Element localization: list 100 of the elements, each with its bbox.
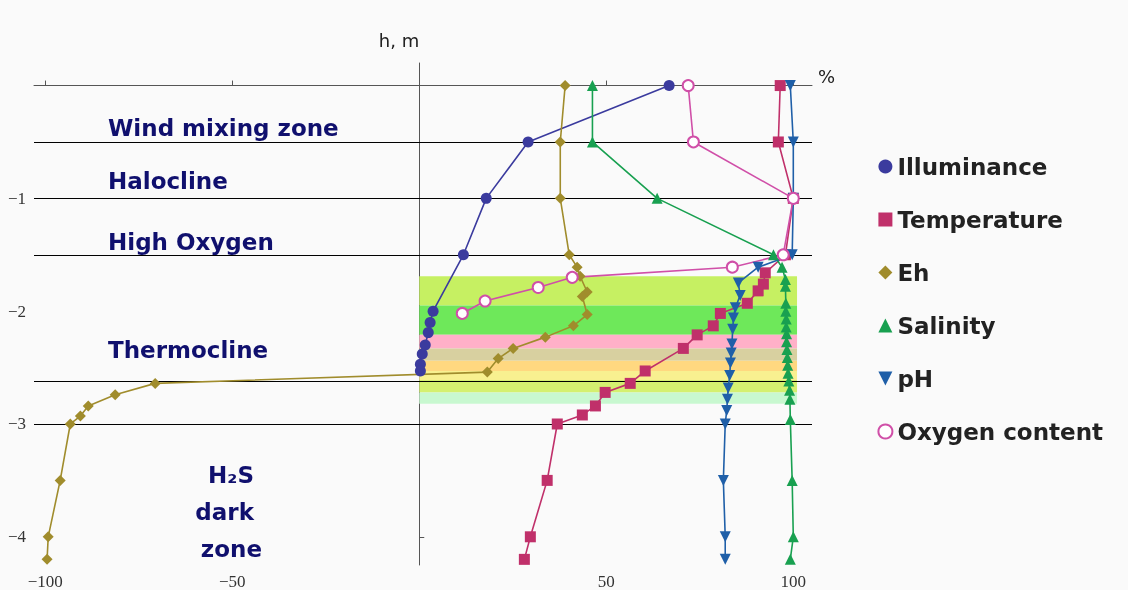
point	[717, 474, 729, 486]
point	[780, 297, 792, 309]
point	[427, 305, 439, 317]
point	[787, 136, 799, 148]
point	[524, 531, 536, 543]
point	[576, 291, 588, 303]
point	[567, 320, 579, 332]
point	[586, 80, 598, 92]
point	[455, 306, 469, 320]
point	[554, 192, 566, 204]
point	[722, 382, 734, 394]
y-tick-label: −2	[7, 301, 26, 321]
legend-label: Salinity	[897, 312, 996, 339]
point	[74, 410, 86, 422]
point	[677, 342, 689, 354]
annotation: High Oxygen	[108, 229, 274, 255]
point	[691, 329, 703, 341]
annotation: Wind mixing zone	[108, 115, 339, 141]
y-axis-title: h, m	[378, 29, 420, 51]
point	[424, 316, 436, 328]
annotation: Thermocline	[108, 337, 269, 363]
point	[531, 280, 545, 294]
point	[64, 418, 76, 430]
point	[559, 80, 571, 92]
point	[109, 389, 121, 401]
point	[581, 309, 593, 321]
point	[729, 302, 741, 314]
point	[686, 135, 700, 149]
point	[422, 327, 434, 339]
point	[481, 366, 493, 378]
point	[784, 553, 796, 565]
point	[776, 261, 788, 273]
x-axis-title: %	[818, 66, 836, 88]
point	[54, 474, 66, 486]
point	[727, 323, 739, 335]
point	[724, 369, 736, 381]
legend-label: Illuminance	[897, 153, 1048, 180]
legend-label: Eh	[897, 259, 930, 286]
legend-label: Temperature	[897, 206, 1063, 233]
point	[714, 307, 726, 319]
point	[767, 249, 779, 261]
point	[551, 418, 563, 430]
x-tick-label: 100	[780, 572, 807, 590]
annotation: H₂S dark zone	[195, 462, 262, 562]
annotation: Halocline	[108, 168, 228, 194]
point	[784, 80, 796, 92]
point	[786, 249, 798, 261]
point	[480, 192, 492, 204]
point	[82, 400, 94, 412]
y-tick-label: −4	[7, 527, 27, 547]
point	[759, 267, 771, 279]
point	[741, 297, 753, 309]
x-tick-label: −100	[27, 572, 63, 590]
point	[786, 474, 798, 486]
point	[586, 136, 598, 148]
point	[541, 474, 553, 486]
point	[563, 249, 575, 261]
point	[725, 260, 739, 274]
point	[787, 531, 799, 543]
x-tick-label: 50	[597, 572, 615, 590]
point	[599, 386, 611, 398]
point	[752, 285, 764, 297]
point	[681, 79, 695, 93]
point	[539, 331, 551, 343]
point	[576, 409, 588, 421]
point	[522, 136, 534, 148]
point	[492, 353, 504, 365]
x-tick-label: −50	[218, 572, 246, 590]
point	[719, 531, 731, 543]
point	[457, 249, 469, 261]
point	[149, 377, 161, 389]
point	[518, 553, 530, 565]
point	[41, 553, 53, 565]
point	[639, 365, 651, 377]
point	[571, 261, 583, 273]
point	[507, 342, 519, 354]
point	[725, 347, 737, 359]
point	[42, 531, 54, 543]
point	[732, 277, 744, 289]
point	[719, 553, 731, 565]
point	[724, 357, 736, 369]
legend-label: Oxygen content	[897, 418, 1104, 445]
point	[774, 80, 786, 92]
point	[478, 294, 492, 308]
point	[589, 400, 601, 412]
point	[721, 404, 733, 416]
point	[721, 393, 733, 405]
point	[752, 261, 764, 273]
point	[416, 348, 428, 360]
point	[772, 136, 784, 148]
point	[651, 192, 663, 204]
point	[734, 289, 746, 301]
point	[554, 136, 566, 148]
point	[624, 377, 636, 389]
y-tick-label: −1	[7, 188, 26, 208]
legend-label: pH	[897, 365, 934, 392]
point	[719, 418, 731, 430]
point	[419, 339, 431, 351]
point	[663, 80, 675, 92]
point	[707, 320, 719, 332]
